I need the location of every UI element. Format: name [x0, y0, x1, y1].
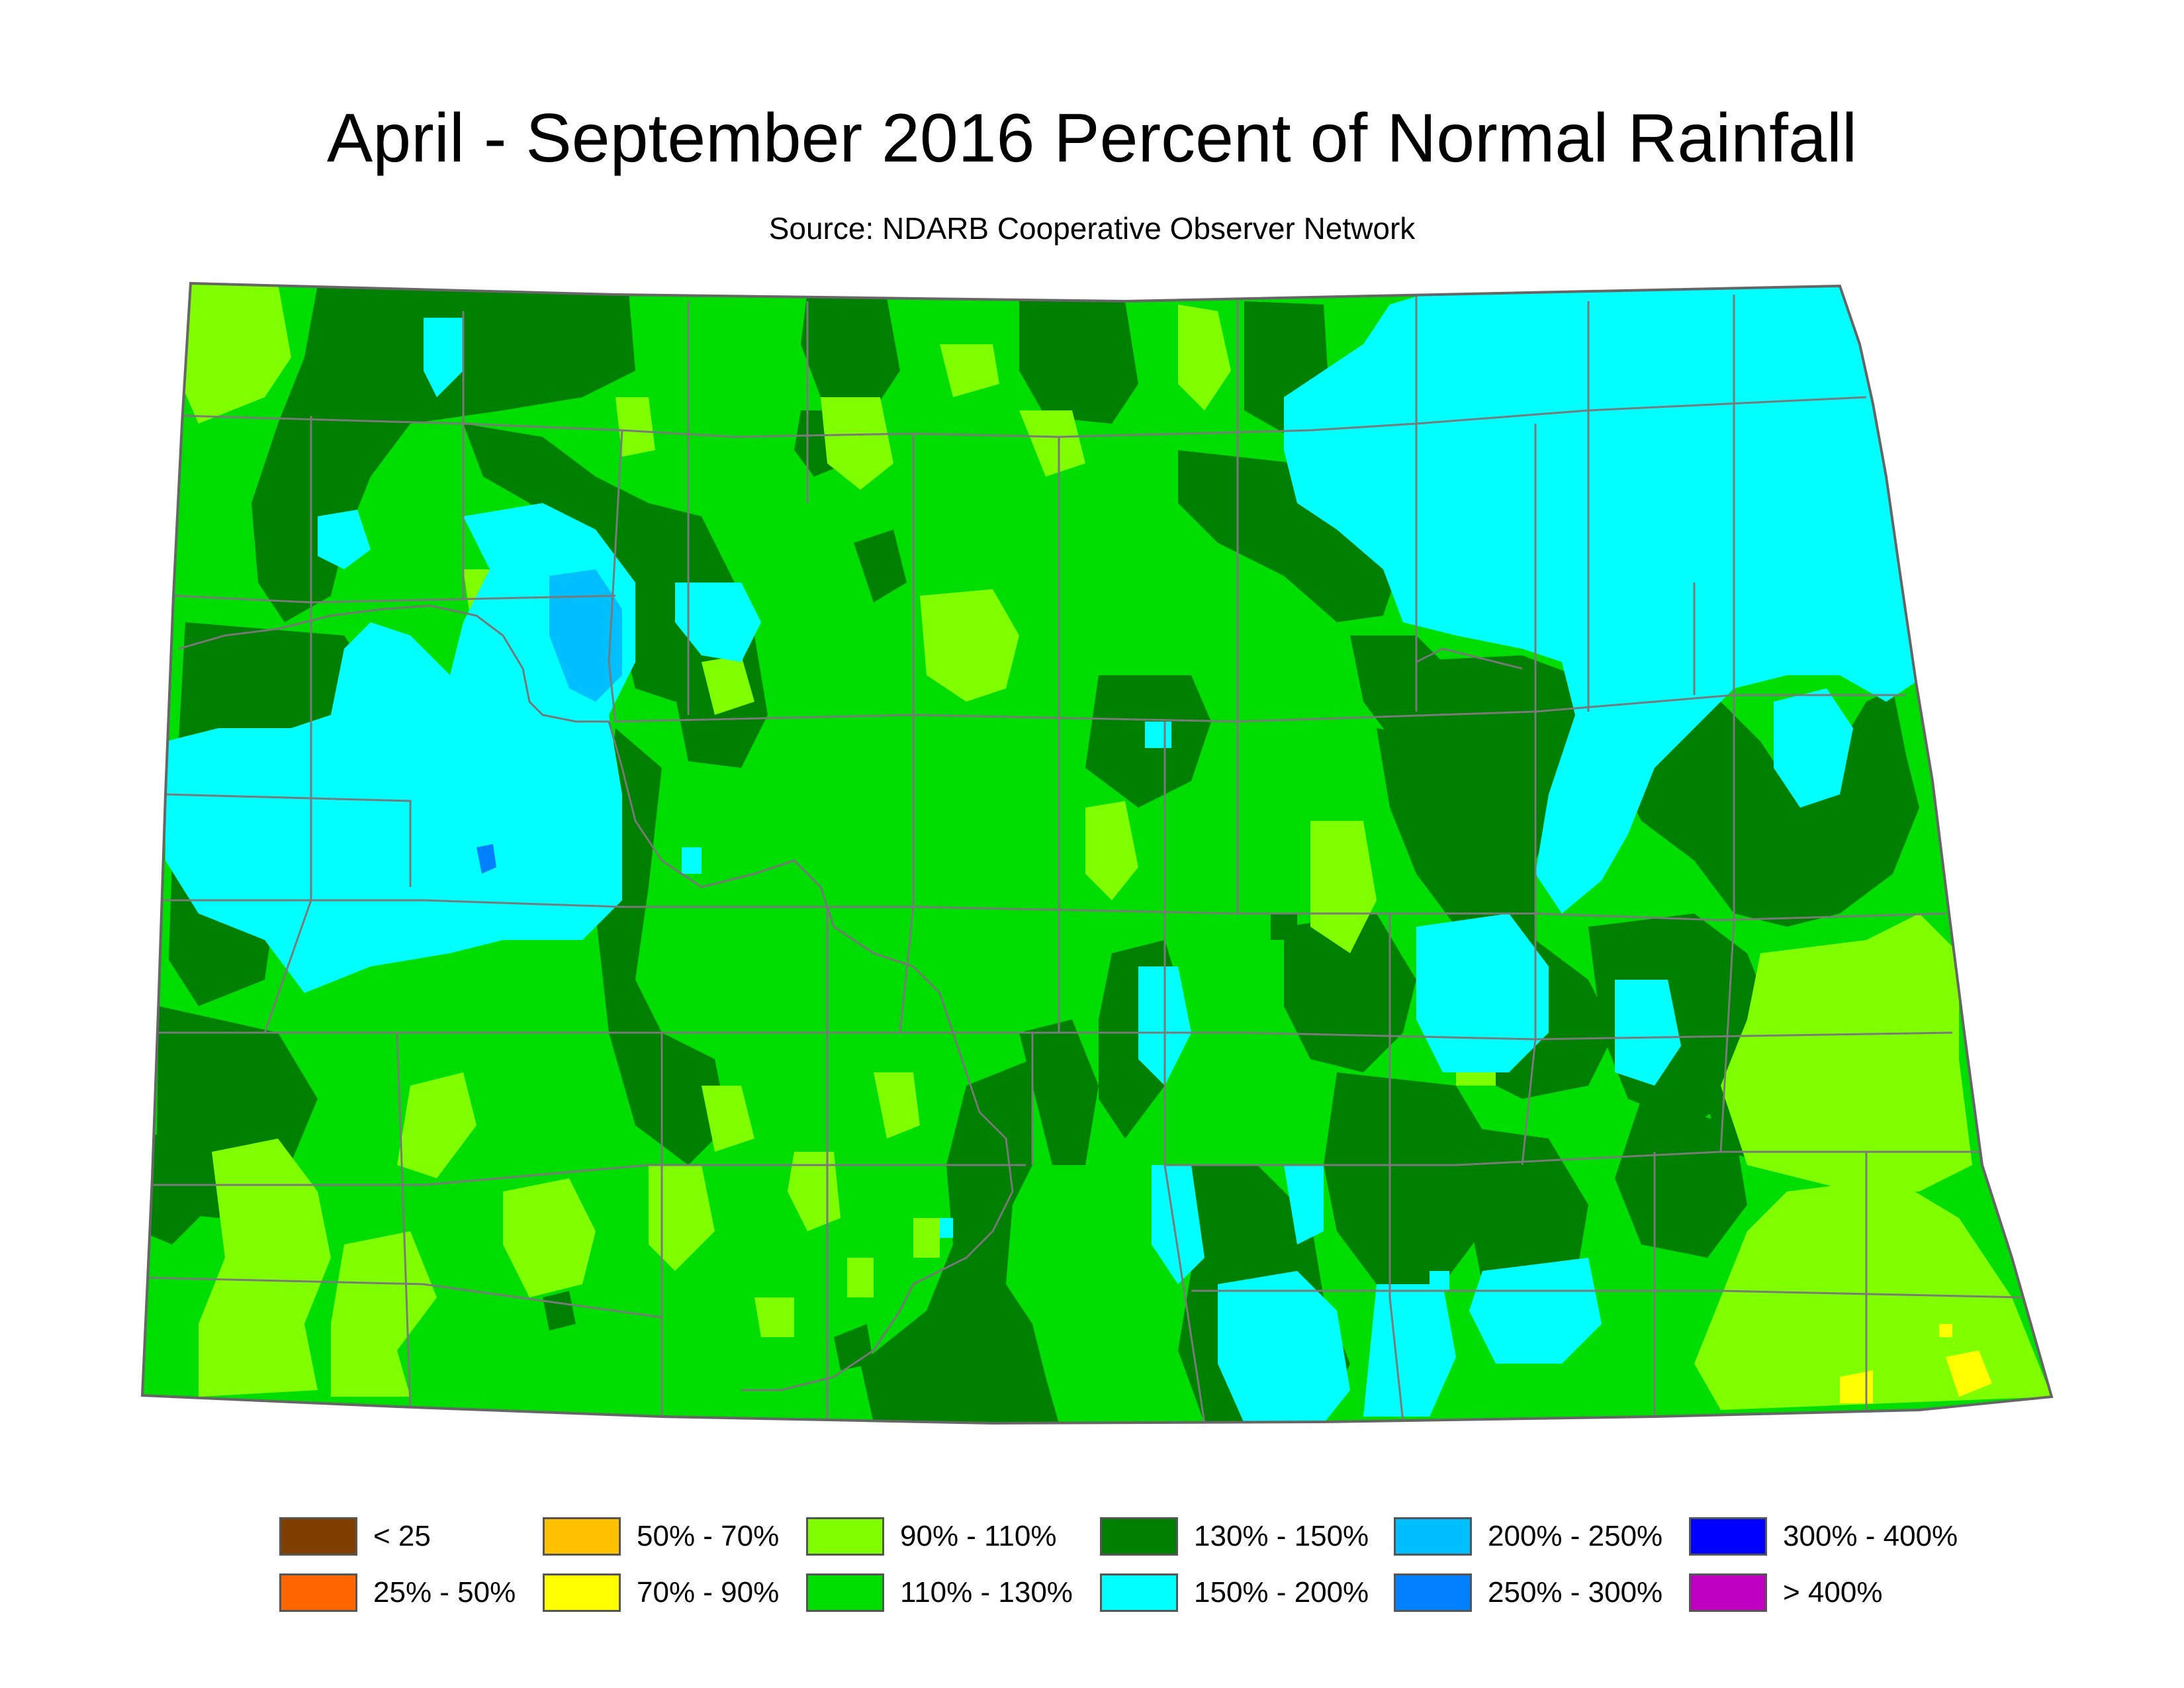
map-subtitle: Source: NDARB Cooperative Observer Netwo… — [768, 211, 1416, 246]
state-outline — [140, 281, 2054, 1425]
zone-250-300 — [477, 844, 496, 874]
zone-150-200 — [165, 286, 1916, 1423]
zone-200-250 — [549, 569, 622, 702]
missouri-river — [178, 604, 1014, 1391]
map-title: April - September 2016 Percent of Normal… — [326, 100, 1858, 177]
precip-field — [142, 283, 2052, 1423]
devils-lake-shore — [1416, 647, 1523, 670]
zone-70-90 — [1840, 1324, 1992, 1403]
county-boundaries — [144, 295, 2026, 1423]
